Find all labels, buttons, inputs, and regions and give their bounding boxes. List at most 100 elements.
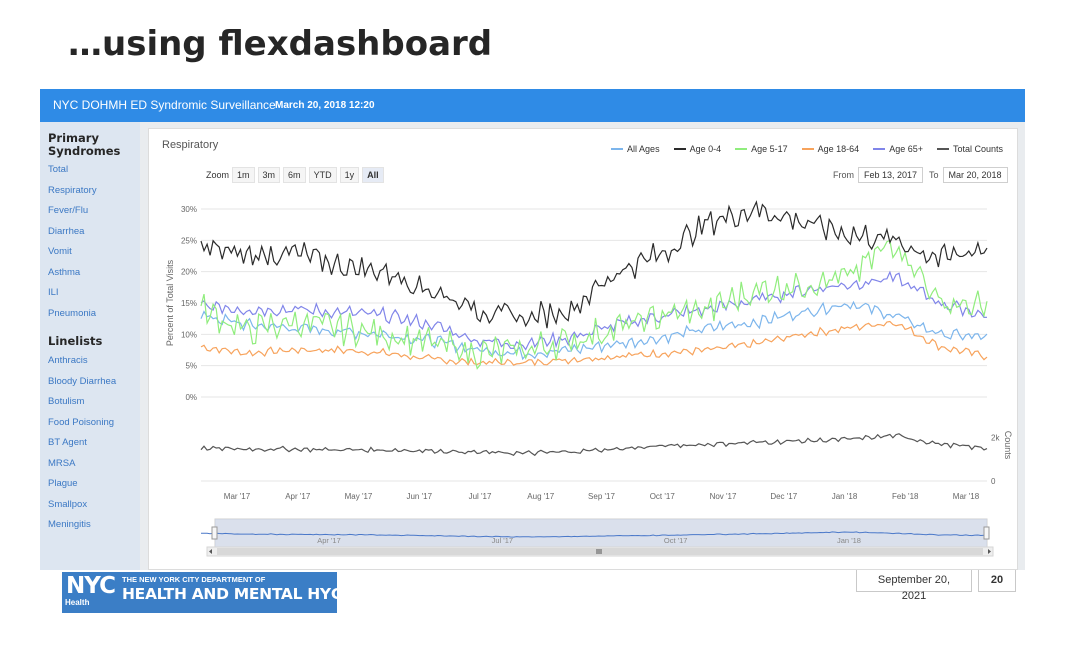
zoom-6m-button[interactable]: 6m <box>283 167 306 183</box>
sidebar-item-botulism[interactable]: Botulism <box>48 396 85 407</box>
sidebar-item-total[interactable]: Total <box>48 164 69 175</box>
to-date-input[interactable]: Mar 20, 2018 <box>942 167 1008 183</box>
legend-item-age-18-64[interactable]: Age 18-64 <box>801 144 860 154</box>
legend-label: All Ages <box>627 144 660 154</box>
sidebar-heading-primary-line1: Primary <box>48 131 99 145</box>
x-tick-label: Feb '18 <box>892 492 919 501</box>
legend-item-age-65[interactable]: Age 65+ <box>873 144 923 154</box>
x-tick-label: Oct '17 <box>650 492 676 501</box>
sidebar-item-bt-agent[interactable]: BT Agent <box>48 437 87 448</box>
y-tick-label: 0% <box>185 393 197 402</box>
sidebar: Primary Syndromes Total Respiratory Feve… <box>40 122 140 570</box>
navigator-tick-label: Jan '18 <box>837 536 861 545</box>
chart-legend: All Ages Age 0-4 Age 5-17 Age 18-64 Age … <box>611 144 1003 154</box>
navigator-handle-right <box>983 526 990 540</box>
range-to: To Mar 20, 2018 <box>929 167 1008 183</box>
range-selector: Zoom 1m 3m 6m YTD 1y All <box>206 167 384 183</box>
x-tick-label: Dec '17 <box>770 492 797 501</box>
zoom-3m-button[interactable]: 3m <box>257 167 281 183</box>
legend-item-age-0-4[interactable]: Age 0-4 <box>673 144 722 154</box>
x-tick-label: Nov '17 <box>710 492 737 501</box>
sidebar-item-meningitis[interactable]: Meningitis <box>48 519 91 530</box>
legend-item-total-counts[interactable]: Total Counts <box>936 144 1003 154</box>
navigator-tick-label: Jul '17 <box>492 536 513 545</box>
sidebar-item-diarrhea[interactable]: Diarrhea <box>48 226 85 237</box>
logo-nyc-text: NYC <box>66 573 116 599</box>
legend-swatch <box>801 148 814 150</box>
footer-date-line1: September 20, <box>877 574 951 586</box>
panel-title: Respiratory <box>162 139 219 151</box>
x-tick-label: Jan '18 <box>832 492 858 501</box>
navigator-series-line <box>201 531 987 538</box>
zoom-1m-button[interactable]: 1m <box>232 167 255 183</box>
sidebar-item-ili[interactable]: ILI <box>48 287 59 298</box>
navbar-brand[interactable]: NYC DOHMH ED Syndromic Surveillance <box>53 98 276 112</box>
logo-hmh-text: HEALTH AND MENTAL HYGIENE <box>122 585 337 603</box>
y-tick-label: 15% <box>181 299 197 308</box>
sidebar-item-anthracis[interactable]: Anthracis <box>48 355 88 366</box>
sidebar-heading-primary-line2: Syndromes <box>48 144 121 158</box>
x-tick-label: May '17 <box>345 492 373 501</box>
logo-health-text: Health <box>65 598 90 607</box>
scroll-left-arrow-icon <box>209 549 212 554</box>
y-tick-label: 20% <box>181 268 197 277</box>
main-chart[interactable]: 0% 5% 10% 15% 20% 25% 30% Percent of Total Visi… <box>149 129 1017 569</box>
series-age-5-17-line <box>200 239 988 370</box>
sidebar-item-asthma[interactable]: Asthma <box>48 267 81 278</box>
x-tick-label: Sep '17 <box>588 492 615 501</box>
sidebar-item-fever-flu[interactable]: Fever/Flu <box>48 205 89 216</box>
zoom-ytd-button[interactable]: YTD <box>308 167 337 183</box>
zoom-1y-button[interactable]: 1y <box>339 167 360 183</box>
from-label: From <box>833 170 854 180</box>
sidebar-item-plague[interactable]: Plague <box>48 478 78 489</box>
legend-label: Age 5-17 <box>751 144 788 154</box>
legend-swatch <box>873 148 886 150</box>
sidebar-item-bloody-diarrhea[interactable]: Bloody Diarrhea <box>48 376 117 387</box>
sidebar-item-pneumonia[interactable]: Pneumonia <box>48 308 97 319</box>
legend-item-all-ages[interactable]: All Ages <box>611 144 660 154</box>
x-tick-label: Mar '17 <box>224 492 251 501</box>
x-tick-label: Jul '17 <box>469 492 492 501</box>
navigator-scrollbar-thumb <box>217 548 983 555</box>
x-tick-label: Jun '17 <box>406 492 432 501</box>
range-from: From Feb 13, 2017 <box>833 167 924 183</box>
legend-item-age-5-17[interactable]: Age 5-17 <box>735 144 788 154</box>
series-all-ages-line <box>200 300 988 361</box>
navigator-handle-left <box>211 526 218 540</box>
zoom-label: Zoom <box>206 170 230 180</box>
dashboard: NYC DOHMH ED Syndromic Surveillance Marc… <box>40 89 1025 570</box>
x-tick-label: Mar '18 <box>953 492 980 501</box>
sidebar-item-respiratory[interactable]: Respiratory <box>48 185 97 196</box>
navigator-selection <box>215 519 987 547</box>
legend-label: Age 65+ <box>889 144 923 154</box>
series-age-0-4-line <box>200 200 988 329</box>
slide-title: …using flexdashboard <box>68 24 493 64</box>
chart-panel: Respiratory All Ages Age 0-4 Age 5-17 Ag… <box>148 128 1018 570</box>
footer-date-line2: 2021 <box>901 590 927 602</box>
navigator-tick-label: Apr '17 <box>317 536 341 545</box>
legend-swatch <box>735 148 748 150</box>
navigator-tick-label: Oct '17 <box>664 536 688 545</box>
logo-dept-text: THE NEW YORK CITY DEPARTMENT OF <box>122 575 266 584</box>
sidebar-heading-linelists: Linelists <box>48 334 103 348</box>
y2-axis-label: Counts <box>1003 431 1013 460</box>
from-date-input[interactable]: Feb 13, 2017 <box>858 167 924 183</box>
zoom-all-button[interactable]: All <box>362 167 384 183</box>
legend-label: Age 18-64 <box>817 144 860 154</box>
y2-tick-label: 2k <box>991 434 1000 443</box>
to-label: To <box>929 170 939 180</box>
sidebar-item-food-poisoning[interactable]: Food Poisoning <box>48 417 115 428</box>
y-tick-label: 10% <box>181 330 197 339</box>
legend-label: Age 0-4 <box>689 144 722 154</box>
sidebar-item-mrsa[interactable]: MRSA <box>48 458 76 469</box>
y-tick-label: 30% <box>181 205 197 214</box>
legend-label: Total Counts <box>952 144 1003 154</box>
scroll-right-arrow-icon <box>988 549 991 554</box>
sidebar-item-smallpox[interactable]: Smallpox <box>48 499 88 510</box>
sidebar-heading-primary: Primary Syndromes <box>48 132 120 158</box>
legend-swatch <box>673 148 686 150</box>
navbar-timestamp: March 20, 2018 12:20 <box>275 100 375 111</box>
series-total-counts-line <box>200 433 988 457</box>
sidebar-item-vomit[interactable]: Vomit <box>48 246 72 257</box>
navbar: NYC DOHMH ED Syndromic Surveillance Marc… <box>40 89 1025 122</box>
